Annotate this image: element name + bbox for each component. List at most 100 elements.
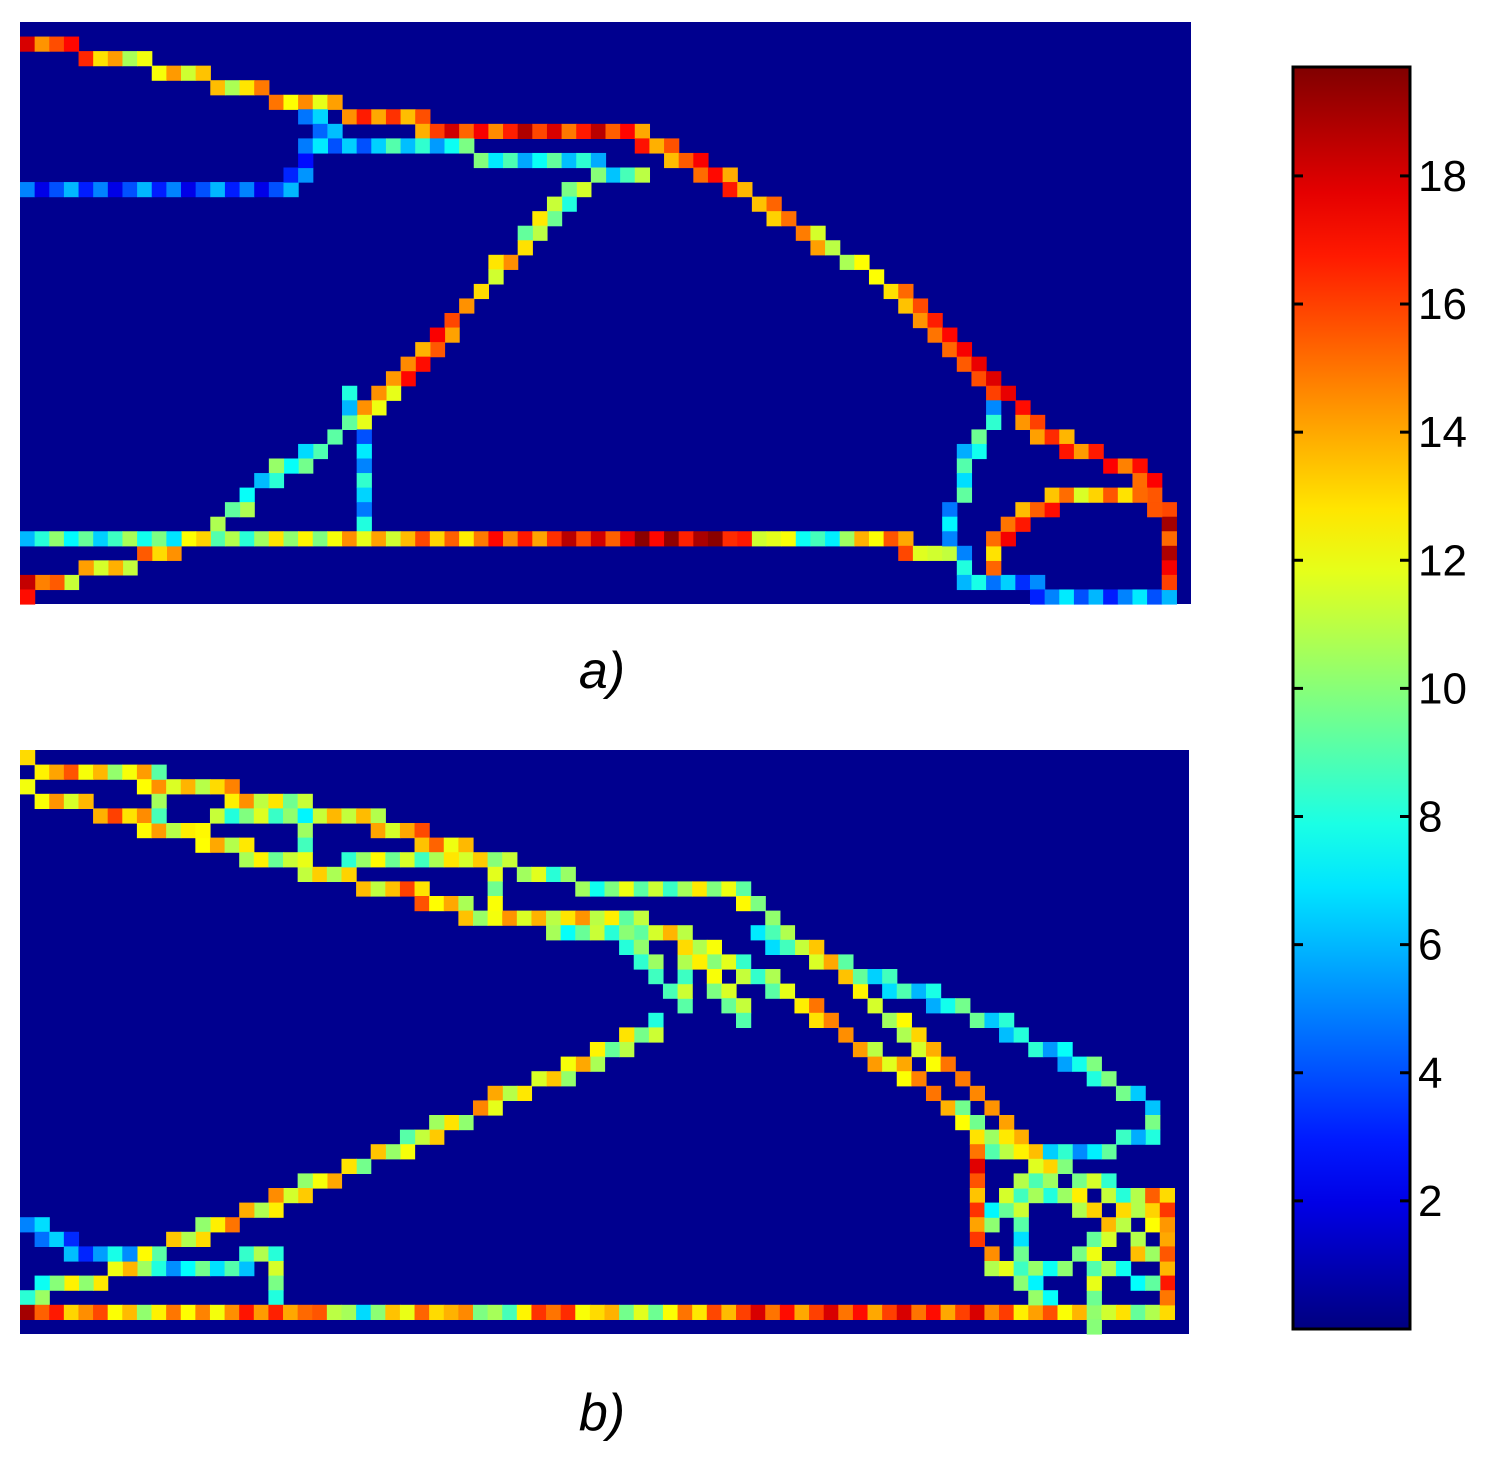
heatmap-cell: [999, 1188, 1015, 1204]
heatmap-cell: [385, 1144, 401, 1160]
heatmap-cell: [546, 196, 563, 212]
heatmap-cell: [209, 779, 226, 795]
heatmap-cell: [1000, 385, 1016, 401]
heatmap-cell: [1029, 502, 1046, 518]
heatmap-cell: [1086, 1246, 1102, 1262]
heatmap-cell: [356, 400, 372, 416]
heatmap-cell: [619, 1304, 635, 1320]
heatmap-cell: [1086, 1231, 1102, 1247]
heatmap-cell: [1015, 574, 1031, 591]
heatmap-cell: [488, 269, 504, 285]
heatmap-cell: [561, 196, 577, 212]
heatmap-cell: [342, 109, 358, 125]
heatmap-cell: [239, 1304, 255, 1320]
heatmap-cell: [898, 283, 914, 300]
heatmap-cell: [443, 1115, 459, 1131]
heatmap-cell: [327, 138, 343, 154]
heatmap-cell: [239, 1246, 255, 1262]
heatmap-cell: [662, 881, 679, 897]
heatmap-cell: [122, 1261, 138, 1277]
heatmap-cell: [472, 852, 489, 868]
heatmap-cell: [1145, 1129, 1161, 1145]
heatmap-cell: [1057, 1188, 1073, 1204]
heatmap-cell: [429, 138, 446, 154]
heatmap-cell: [531, 1304, 547, 1320]
heatmap-cell: [195, 1231, 211, 1247]
heatmap-cell: [298, 138, 314, 154]
heatmap-cell: [34, 764, 50, 780]
heatmap-cell: [722, 531, 738, 547]
heatmap-cell: [63, 1231, 80, 1247]
heatmap-cell: [429, 123, 446, 139]
heatmap-cell: [78, 793, 94, 809]
panel-label-a: a): [579, 642, 625, 700]
heatmap-cell: [34, 1304, 50, 1320]
heatmap-cell: [706, 969, 722, 985]
heatmap-cell: [298, 443, 314, 460]
heatmap-cell: [1028, 1261, 1044, 1277]
heatmap-cell: [371, 138, 387, 154]
heatmap-cell: [356, 487, 372, 503]
heatmap-cell: [151, 1261, 167, 1277]
heatmap-cell: [867, 1056, 883, 1072]
heatmap-cell: [210, 182, 226, 198]
heatmap-cell: [1115, 1217, 1132, 1233]
heatmap-cell: [882, 1012, 898, 1028]
heatmap-cell: [268, 531, 285, 547]
heatmap-cell: [210, 80, 226, 96]
heatmap-cell: [107, 1246, 123, 1262]
heatmap-cell: [854, 254, 870, 270]
heatmap-cell: [1028, 1144, 1044, 1160]
heatmap-cell: [268, 1290, 284, 1306]
heatmap-cell: [487, 1304, 503, 1320]
heatmap-cell: [810, 240, 826, 256]
heatmap-cell: [253, 1246, 270, 1262]
heatmap-cell: [898, 298, 914, 314]
heatmap-cell: [209, 1304, 226, 1320]
heatmap-cell: [852, 1304, 869, 1320]
heatmap-cell: [502, 1304, 518, 1320]
heatmap-cell: [312, 531, 328, 547]
heatmap-cell: [107, 1261, 123, 1277]
heatmap-cell: [239, 793, 255, 809]
heatmap-cell: [984, 1202, 1000, 1218]
heatmap-cell: [180, 1261, 196, 1277]
heatmap-cell: [326, 866, 343, 882]
heatmap-cell: [1147, 589, 1163, 605]
heatmap-cell: [986, 400, 1002, 416]
heatmap-cell: [1088, 443, 1104, 460]
heatmap-cell: [838, 969, 854, 985]
heatmap-cell: [1159, 1246, 1175, 1262]
heatmap-cell: [151, 545, 167, 561]
heatmap-cell: [254, 531, 270, 547]
heatmap-cell: [356, 429, 372, 445]
heatmap-cell: [1159, 1261, 1175, 1277]
heatmap-cell: [737, 531, 753, 547]
heatmap-cell: [224, 182, 241, 198]
heatmap-cell: [825, 240, 841, 256]
heatmap-cell: [415, 356, 431, 372]
heatmap-cell: [664, 531, 680, 547]
heatmap-cell: [356, 458, 372, 474]
heatmap-cell: [107, 764, 123, 780]
heatmap-cell: [283, 531, 299, 547]
heatmap-cell: [268, 808, 284, 824]
heatmap-cell: [898, 545, 914, 561]
heatmap-cell: [1057, 1158, 1073, 1174]
heatmap-cell: [1132, 458, 1148, 474]
heatmap-cell: [195, 1261, 211, 1277]
heatmap-cell: [20, 1217, 36, 1233]
heatmap-cell: [969, 1188, 986, 1204]
heatmap-cell: [896, 983, 912, 999]
heatmap-cell: [239, 1202, 255, 1218]
heatmap-cell: [49, 764, 65, 780]
heatmap-cell: [664, 152, 680, 169]
heatmap-cell: [722, 167, 738, 183]
heatmap-cell: [1059, 443, 1075, 460]
heatmap-cell: [1057, 1261, 1073, 1277]
heatmap-cell: [766, 196, 782, 212]
heatmap-cell: [63, 1246, 80, 1262]
heatmap-cell: [969, 1173, 986, 1189]
heatmap-cell: [956, 458, 973, 474]
heatmap-cell: [459, 138, 475, 154]
